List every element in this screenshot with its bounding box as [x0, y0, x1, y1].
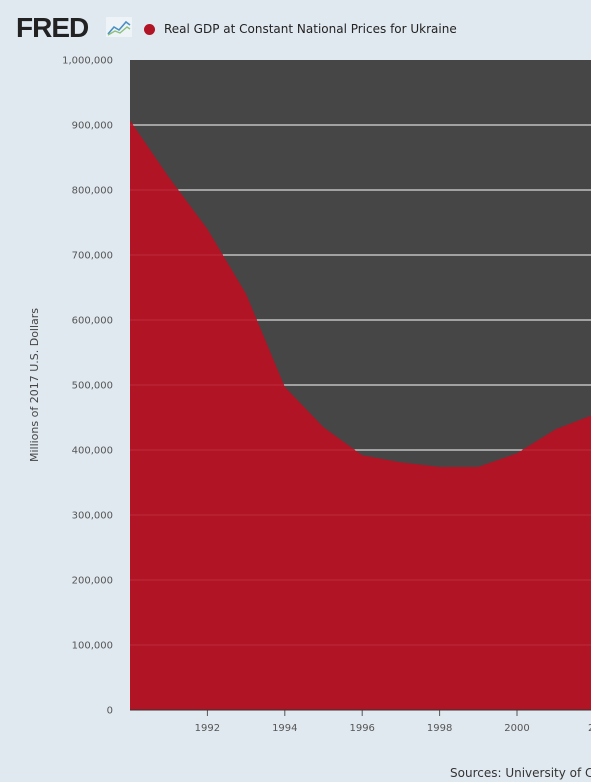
x-tick-label: 2000	[504, 723, 529, 734]
y-tick-label: 500,000	[72, 381, 113, 392]
y-tick-label: 700,000	[72, 251, 113, 262]
legend-series-marker	[144, 23, 155, 35]
y-tick-label: 900,000	[72, 121, 113, 132]
y-axis-label: Millions of 2017 U.S. Dollars	[28, 308, 41, 462]
x-tick-label: 1992	[195, 723, 220, 734]
gdp-area-series	[130, 120, 591, 710]
source-note: Sources: University of C	[450, 766, 591, 780]
y-tick-label: 400,000	[72, 446, 113, 457]
y-axis-ticks: 0 100,000 200,000 300,000 400,000 500,000 600,…	[62, 56, 113, 717]
y-tick-label: 600,000	[72, 316, 113, 327]
y-tick-label: 100,000	[72, 641, 113, 652]
x-tick-label: 1996	[349, 723, 374, 734]
x-axis-ticks: 1992 1994 1996 1998 2000 20	[195, 710, 591, 734]
fred-chart-line-icon	[106, 17, 132, 37]
x-tick-label: 1994	[272, 723, 297, 734]
chart-legend: Real GDP at Constant National Prices for…	[144, 19, 457, 39]
y-tick-label: 800,000	[72, 186, 113, 197]
fred-logo[interactable]: FRED	[16, 12, 89, 43]
legend-series-label: Real GDP at Constant National Prices for…	[164, 22, 457, 36]
y-tick-label: 0	[107, 706, 113, 717]
x-tick-label: 1998	[427, 723, 452, 734]
y-tick-label: 1,000,000	[62, 56, 113, 67]
y-tick-label: 300,000	[72, 511, 113, 522]
x-tick-label: 20	[588, 723, 591, 734]
y-tick-label: 200,000	[72, 576, 113, 587]
chart-header: FRED Real GDP at Constant National Price…	[0, 0, 591, 56]
